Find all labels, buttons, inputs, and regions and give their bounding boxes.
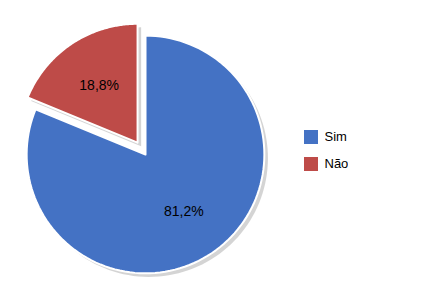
html-text:Sim: Sim [324,128,347,144]
html-text:Não: Não [324,155,349,171]
svg-text:18,8%: 18,8% [79,77,119,93]
svg-text:81,2%: 81,2% [164,203,204,219]
